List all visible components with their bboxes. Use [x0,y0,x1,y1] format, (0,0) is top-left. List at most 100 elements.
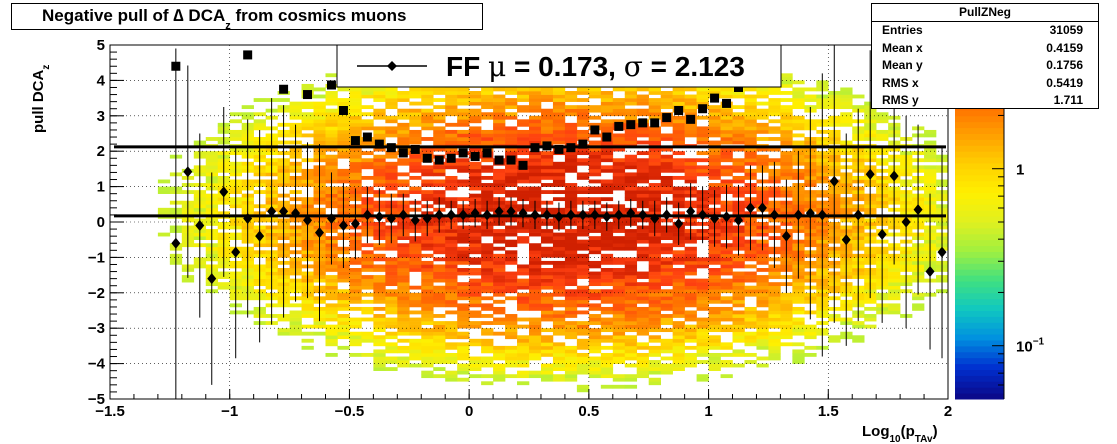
density-cell [636,229,650,233]
density-cell [660,186,673,191]
density-cell [505,112,518,117]
density-cell [552,122,566,127]
density-cell [493,129,506,134]
density-cell [756,154,769,159]
density-cell [373,126,386,131]
density-cell [564,278,578,283]
density-cell [600,296,614,301]
density-cell [756,268,769,272]
density-cell [840,91,853,95]
density-cell [361,94,374,99]
density-cell [672,271,685,276]
density-cell [481,257,494,262]
density-cell [720,257,733,262]
density-cell [564,377,578,382]
density-cell [660,292,673,297]
density-cell [720,285,733,290]
density-cell [529,275,542,279]
density-cell [660,168,673,173]
density-cell [325,161,338,166]
density-cell [648,349,661,354]
density-cell [696,303,709,308]
density-cell [445,161,458,166]
density-cell [505,363,518,368]
density-cell [421,299,434,304]
density-cell [517,229,530,233]
density-cell [660,105,673,110]
density-cell [684,352,697,357]
density-cell [433,296,446,301]
density-cell [493,172,506,177]
density-cell [517,129,530,134]
density-cell [648,133,661,138]
density-cell [600,338,614,343]
density-cell [564,314,578,318]
density-cell [780,83,793,88]
density-cell [744,129,757,134]
density-cell [325,342,338,347]
density-cell [529,232,542,237]
diamond-point [506,205,516,217]
density-cell [780,303,793,308]
density-cell [433,137,446,141]
density-cell [445,299,458,304]
density-cell [660,243,673,248]
density-cell [373,335,386,340]
diamond-point [769,209,779,221]
density-cell [708,268,721,272]
density-cell [540,306,554,311]
density-cell [600,165,614,170]
density-cell [600,190,614,194]
density-cell [445,105,458,110]
density-cell [636,197,650,202]
density-cell [756,94,769,99]
density-cell [457,260,470,265]
density-cell [708,253,721,258]
density-cell [301,299,314,304]
density-cell [361,91,374,95]
density-cell [576,232,590,237]
palette-step [955,381,1004,388]
density-cell [684,264,697,269]
density-cell [732,338,745,343]
density-cell [397,257,410,262]
density-cell [469,147,482,152]
density-cell [397,137,410,141]
density-cell [624,91,638,95]
density-cell [373,243,386,248]
density-cell [373,246,386,251]
density-cell [696,345,709,350]
stats-row-rms-y: RMS y 1.711 [882,93,1083,108]
density-cell [588,317,602,322]
density-cell [732,349,745,354]
density-cell [720,126,733,131]
density-cell [505,243,518,248]
density-cell [469,239,482,244]
density-cell [325,98,338,102]
palette-step [955,263,1004,270]
density-cell [469,175,482,180]
density-cell [421,183,434,187]
z-tick-label: 1 [1016,162,1024,179]
density-cell [744,126,757,131]
density-cell [684,250,697,255]
density-cell [660,306,673,311]
density-cell [672,342,685,347]
density-cell [612,356,626,361]
density-cell [409,87,422,92]
density-cell [481,345,494,350]
density-cell [600,321,614,325]
density-cell [421,190,434,194]
density-cell [696,377,709,382]
density-cell [672,140,685,145]
density-cell [756,158,769,163]
density-cell [397,172,410,177]
density-cell [552,129,566,134]
density-cell [708,119,721,124]
density-cell [732,137,745,141]
density-cell [888,285,901,290]
density-cell [481,140,494,145]
density-cell [636,186,650,191]
density-cell [828,335,841,340]
density-cell [445,271,458,276]
